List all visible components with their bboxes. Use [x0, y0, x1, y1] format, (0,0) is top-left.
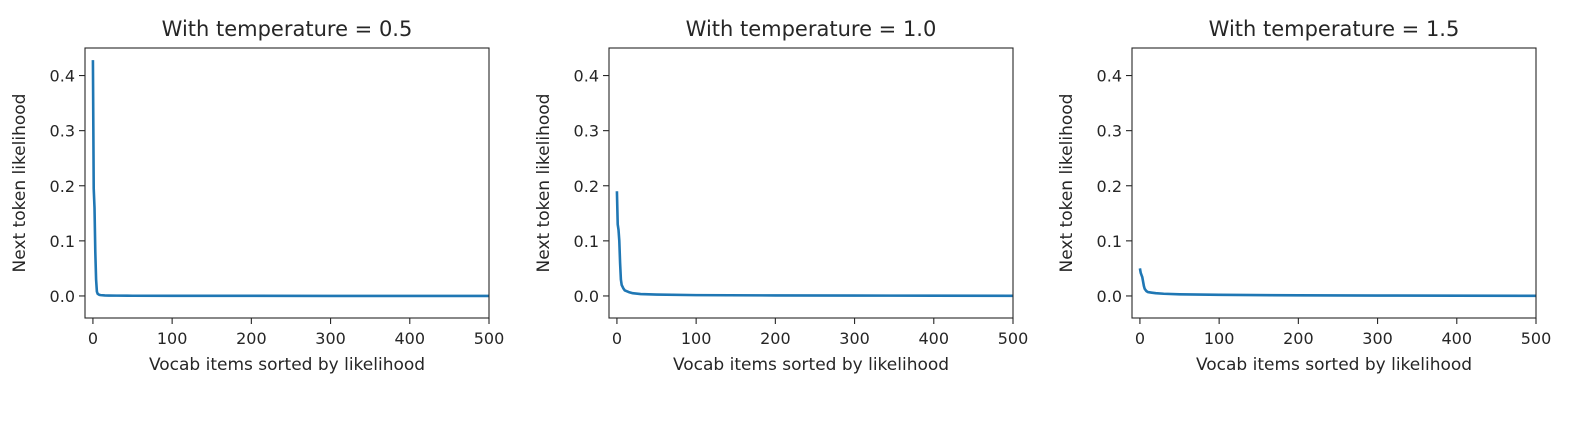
series-line-1	[91, 60, 489, 298]
x-axis-label: Vocab items sorted by likelihood	[149, 355, 425, 375]
y-axis-label: Next token likelihood	[534, 94, 554, 273]
x-tick-label: 500	[1521, 329, 1552, 348]
x-tick-label: 300	[839, 329, 870, 348]
series-line-1	[615, 191, 1013, 298]
series-line-1	[1138, 268, 1536, 298]
x-tick-label: 400	[395, 329, 426, 348]
y-tick-label: 0.2	[50, 177, 75, 196]
x-tick-label: 300	[1362, 329, 1393, 348]
y-tick-label: 0.3	[1097, 122, 1122, 141]
subplot-1: With temperature = 0.5 0 100 200 300 400 500 0.…	[10, 17, 504, 375]
x-axis-label: Vocab items sorted by likelihood	[1196, 355, 1472, 375]
x-tick-label: 0	[1135, 329, 1145, 348]
x-axis-label: Vocab items sorted by likelihood	[673, 355, 949, 375]
x-tick-label: 400	[919, 329, 950, 348]
y-tick-label: 0.1	[1097, 232, 1122, 251]
x-tick-label: 200	[760, 329, 791, 348]
y-tick-label: 0.0	[50, 287, 75, 306]
y-tick-label: 0.0	[1097, 287, 1122, 306]
subplot-2: With temperature = 1.0 0 100 200 300 400 500 0.…	[534, 17, 1028, 375]
x-tick-label: 200	[1283, 329, 1314, 348]
x-tick-label: 500	[474, 329, 505, 348]
plot-frame	[1131, 47, 1537, 319]
y-tick-label: 0.3	[50, 122, 75, 141]
y-axis-label: Next token likelihood	[1057, 94, 1077, 273]
x-tick-label: 0	[612, 329, 622, 348]
x-tick-label: 0	[88, 329, 98, 348]
y-tick-label: 0.0	[574, 287, 599, 306]
y-tick-label: 0.1	[50, 232, 75, 251]
x-tick-label: 100	[157, 329, 188, 348]
plot-frame	[84, 47, 490, 319]
x-tick-label: 400	[1442, 329, 1473, 348]
y-axis-label: Next token likelihood	[10, 94, 30, 273]
x-tick-label: 100	[1204, 329, 1235, 348]
x-tick-label: 300	[315, 329, 346, 348]
plot-frame	[608, 47, 1014, 319]
y-tick-label: 0.3	[574, 122, 599, 141]
chart-title: With temperature = 0.5	[162, 17, 413, 41]
y-tick-label: 0.1	[574, 232, 599, 251]
chart-title: With temperature = 1.5	[1209, 17, 1460, 41]
x-tick-label: 500	[998, 329, 1029, 348]
chart-title: With temperature = 1.0	[686, 17, 937, 41]
y-tick-label: 0.4	[574, 67, 599, 86]
x-tick-label: 200	[236, 329, 267, 348]
y-tick-label: 0.2	[574, 177, 599, 196]
y-tick-label: 0.2	[1097, 177, 1122, 196]
y-tick-label: 0.4	[50, 67, 75, 86]
y-tick-label: 0.4	[1097, 67, 1122, 86]
subplot-3: With temperature = 1.5 0 100 200 300 400 500 0.…	[1057, 17, 1551, 375]
x-tick-label: 100	[681, 329, 712, 348]
